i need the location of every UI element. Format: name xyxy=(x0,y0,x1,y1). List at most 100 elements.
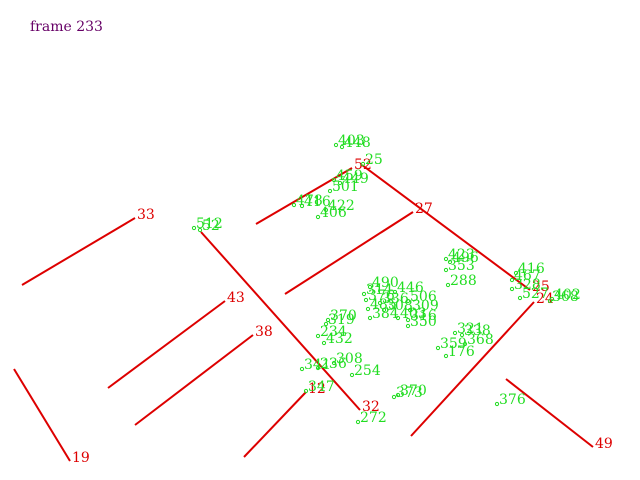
segment-line xyxy=(13,368,71,462)
segment-line xyxy=(243,391,307,458)
segment-line xyxy=(255,167,353,225)
segment-line xyxy=(134,334,254,426)
point-label: 288 xyxy=(450,273,477,289)
segment-line xyxy=(21,217,136,286)
frame-label: frame 233 xyxy=(30,19,103,35)
segment-line xyxy=(505,378,594,448)
point-marker xyxy=(435,345,441,351)
point-label: 234 xyxy=(320,324,347,340)
point-label: 328 xyxy=(514,277,541,293)
point-marker xyxy=(361,291,367,297)
point-marker xyxy=(349,372,355,378)
point-marker xyxy=(367,284,373,290)
point-marker xyxy=(191,225,197,231)
point-marker xyxy=(325,317,331,323)
segment-line xyxy=(361,164,531,291)
point-marker xyxy=(517,295,523,301)
point-label: 384 xyxy=(372,306,399,322)
point-marker xyxy=(323,207,329,213)
point-label: 368 xyxy=(467,332,494,348)
point-label: 416 xyxy=(518,261,545,277)
point-label: 449 xyxy=(342,171,369,187)
point-label: 376 xyxy=(499,392,526,408)
point-label: 341 xyxy=(304,357,331,373)
point-marker xyxy=(303,388,309,394)
points-layer: 4034482545944950147841642240651252423496… xyxy=(191,133,581,426)
point-marker xyxy=(443,267,449,273)
point-label: 359 xyxy=(440,336,467,352)
point-marker xyxy=(315,214,321,220)
point-label: 485 xyxy=(370,297,397,313)
point-label: 370 xyxy=(330,308,357,324)
point-marker xyxy=(443,256,449,262)
point-label: 308 xyxy=(336,351,363,367)
point-marker xyxy=(407,307,413,313)
segment-label: 12 xyxy=(308,381,326,397)
point-label: 496 xyxy=(452,250,479,266)
point-label: 308 xyxy=(386,298,413,314)
point-label: 527 xyxy=(522,286,549,302)
point-marker xyxy=(547,298,553,304)
segment-line xyxy=(107,300,226,389)
segment-label: 19 xyxy=(72,450,90,466)
point-label: 432 xyxy=(326,331,353,347)
point-marker xyxy=(197,227,203,233)
point-label: 254 xyxy=(354,363,381,379)
point-marker xyxy=(365,306,371,312)
point-label: 448 xyxy=(344,135,371,151)
point-label: 490 xyxy=(372,275,399,291)
point-label: 350 xyxy=(410,314,437,330)
segment-label: 38 xyxy=(255,324,273,340)
point-marker xyxy=(337,180,343,186)
point-marker xyxy=(494,401,500,407)
point-label: 319 xyxy=(328,312,355,328)
point-marker xyxy=(443,353,449,359)
segment-label: 43 xyxy=(227,290,245,306)
point-marker xyxy=(291,202,297,208)
point-marker xyxy=(395,392,401,398)
point-label: 321 xyxy=(457,321,484,337)
point-label: 309 xyxy=(412,298,439,314)
segment-line xyxy=(284,211,414,295)
point-marker xyxy=(339,144,345,150)
point-marker xyxy=(381,307,387,313)
point-marker xyxy=(315,333,321,339)
point-marker xyxy=(405,317,411,323)
point-label: 446 xyxy=(397,280,424,296)
point-marker xyxy=(392,289,398,295)
point-marker xyxy=(299,366,305,372)
point-label: 403 xyxy=(400,306,427,322)
segment-line xyxy=(410,301,535,437)
point-label: 272 xyxy=(360,410,387,426)
point-label: 338 xyxy=(464,323,491,339)
point-label: 373 xyxy=(396,385,423,401)
point-marker xyxy=(377,300,383,306)
point-marker xyxy=(323,321,329,327)
point-label: 459 xyxy=(336,168,363,184)
point-label: 376 xyxy=(368,288,395,304)
point-marker xyxy=(459,332,465,338)
point-marker xyxy=(395,315,401,321)
point-marker xyxy=(513,270,519,276)
point-marker xyxy=(447,259,453,265)
point-label: 176 xyxy=(448,344,475,360)
point-label: 353 xyxy=(448,258,475,274)
point-label: 501 xyxy=(332,179,359,195)
point-marker xyxy=(360,161,366,167)
segment-label: 27 xyxy=(415,201,433,217)
point-label: 423 xyxy=(448,247,475,263)
point-marker xyxy=(355,419,361,425)
point-marker xyxy=(405,323,411,329)
point-marker xyxy=(445,282,451,288)
point-marker xyxy=(509,277,515,283)
point-label: 403 xyxy=(338,133,365,149)
segment-label: 33 xyxy=(137,207,155,223)
point-label: 422 xyxy=(328,198,355,214)
point-marker xyxy=(333,142,339,148)
point-marker xyxy=(367,315,373,321)
point-marker xyxy=(452,330,458,336)
point-label: 512 xyxy=(196,216,223,232)
point-marker xyxy=(509,286,515,292)
point-label: 402 xyxy=(554,287,581,303)
